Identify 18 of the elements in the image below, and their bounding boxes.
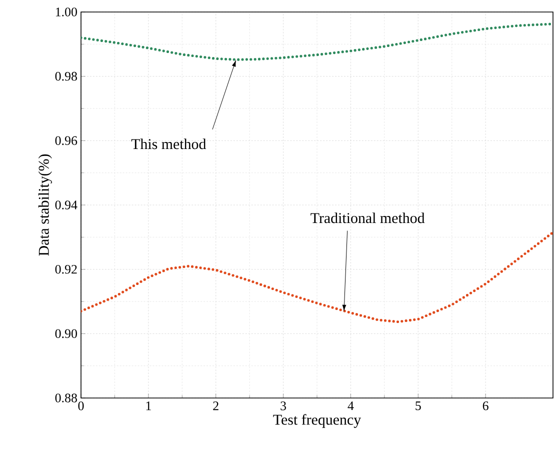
y-tick-label: 0.96 [55,136,78,146]
x-tick-label: 6 [482,402,488,410]
y-tick-label: 0.94 [55,200,78,210]
annotation: This method [131,138,206,150]
y-tick-label: 0.98 [55,72,77,81]
y-tick-label: 1.00 [56,8,77,16]
x-tick-label: 2 [213,402,218,410]
y-tick-label: 0.88 [55,394,77,402]
x-tick-label: 1 [146,402,151,410]
y-tick-label: 0.92 [55,264,77,274]
y-axis-title: Data stability(%) [38,154,52,256]
y-tick-label: 0.90 [55,329,77,338]
x-tick-label: 3 [280,402,286,410]
annotation: Traditional method [310,212,425,224]
x-tick-label: 0 [78,402,84,410]
x-tick-label: 4 [348,402,354,410]
x-tick-label: 5 [416,402,421,410]
x-axis-title: Test frequency [273,414,362,428]
